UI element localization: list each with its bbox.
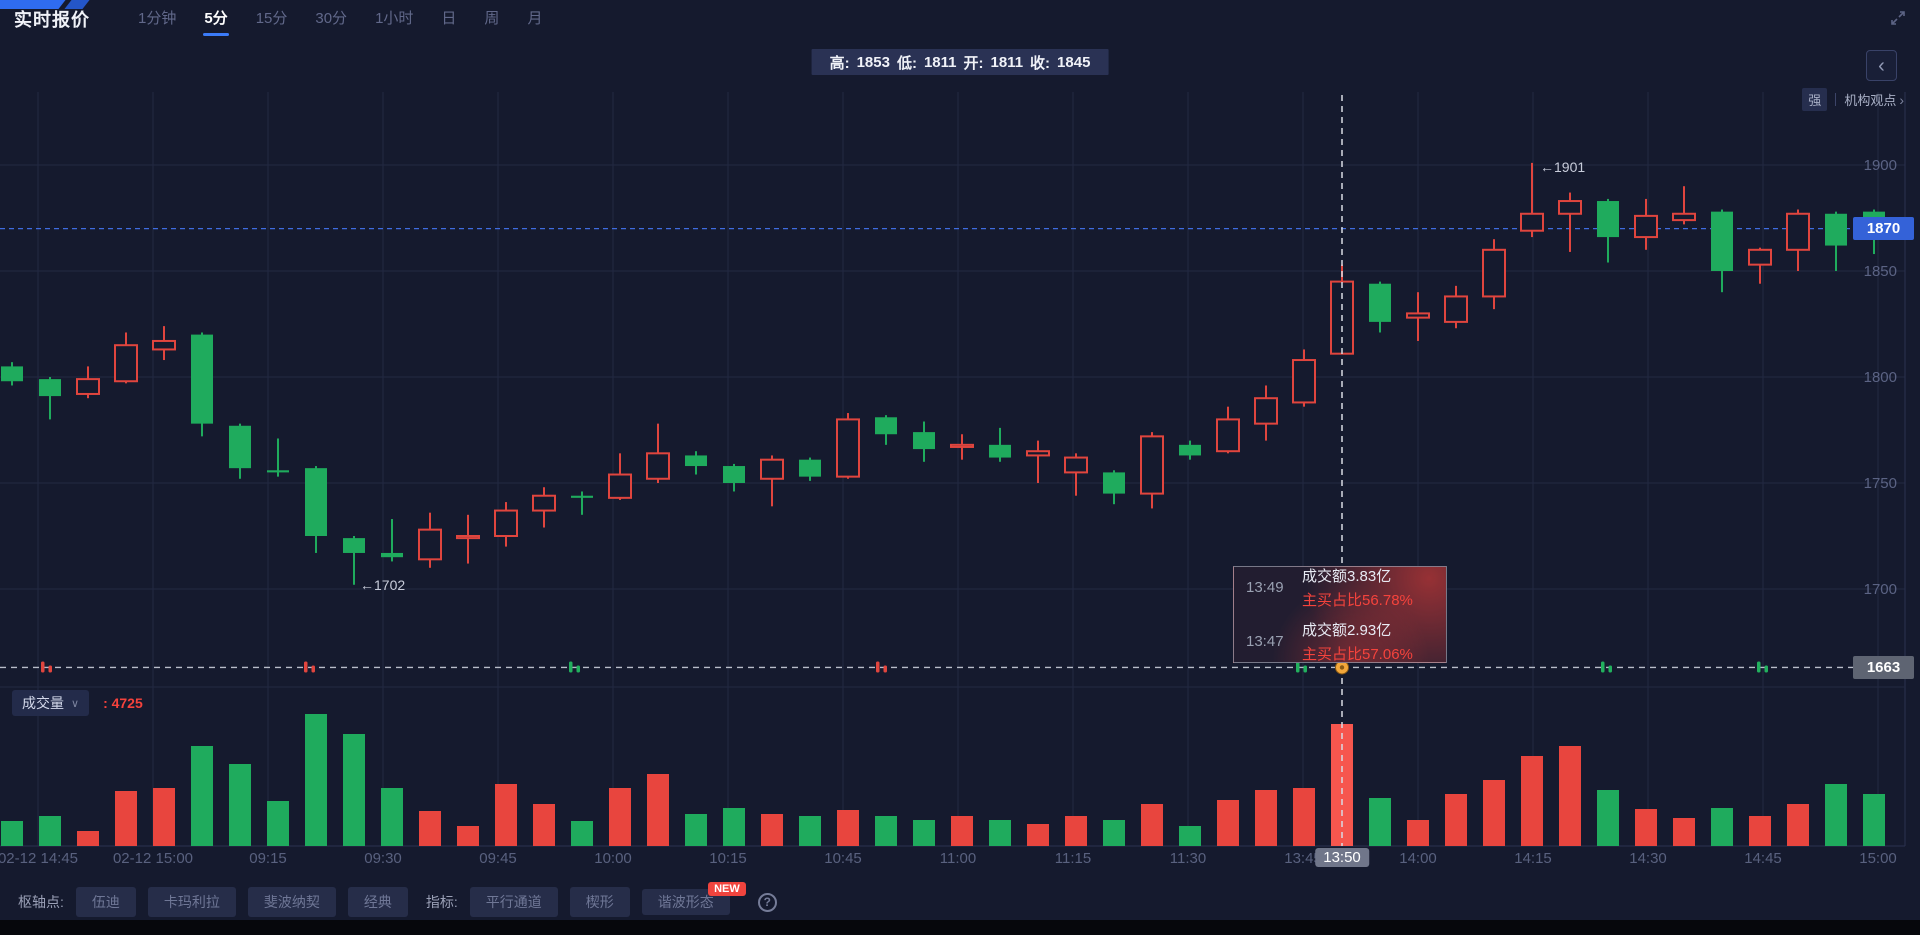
volume-label: 成交量 bbox=[22, 695, 64, 711]
bottom-toolbar: 枢轴点: 伍迪 卡玛利拉 斐波纳契 经典 指标: 平行通道 楔形 谐波形态 NE… bbox=[0, 882, 1920, 920]
page-title: 实时报价 bbox=[14, 10, 90, 30]
tooltip-amount: 成交额2.93亿 bbox=[1302, 622, 1392, 639]
time-tick: 09:30 bbox=[364, 850, 402, 867]
tooltip-ratio: 主买占比57.06% bbox=[1302, 646, 1413, 663]
collapse-panel-button[interactable]: ‹ bbox=[1866, 50, 1897, 81]
crosshair-time-badge: 13:50 bbox=[1315, 848, 1369, 867]
strength-badge: 强 bbox=[1802, 88, 1828, 111]
volume-indicator-dropdown[interactable]: 成交量 ∨ bbox=[12, 690, 90, 716]
time-tick: 10:45 bbox=[824, 850, 862, 867]
time-tick: 02-12 14:45 bbox=[0, 850, 79, 867]
svg-text:1900: 1900 bbox=[1864, 157, 1897, 174]
institution-view-link[interactable]: 机构观点 › bbox=[1844, 90, 1904, 109]
time-tick: 10:00 bbox=[594, 850, 632, 867]
time-tick: 14:15 bbox=[1514, 850, 1552, 867]
open-label: 开: bbox=[963, 54, 984, 72]
close-label: 收: bbox=[1030, 54, 1051, 72]
tab-30min[interactable]: 30分 bbox=[315, 10, 348, 27]
low-value: 1811 bbox=[923, 53, 957, 71]
time-tick: 14:45 bbox=[1744, 850, 1782, 867]
time-axis: 02-12 14:45 02-12 15:00 09:15 09:30 09:45 10:… bbox=[0, 848, 1920, 868]
tooltip-row: 13:47 成交额2.93亿 主买占比57.06% bbox=[1246, 619, 1434, 664]
svg-text:←1702: ←1702 bbox=[360, 577, 405, 593]
pivot-label: 枢轴点: bbox=[18, 894, 64, 910]
tooltip-row: 13:49 成交额3.83亿 主买占比56.78% bbox=[1246, 565, 1434, 610]
time-tick: 14:00 bbox=[1399, 850, 1437, 867]
expand-icon[interactable] bbox=[1890, 10, 1908, 28]
time-tick: 10:15 bbox=[709, 850, 747, 867]
time-tick: 09:45 bbox=[479, 850, 517, 867]
pivot-button-classic[interactable]: 经典 bbox=[347, 887, 408, 917]
interval-tabs: 1分钟 5分 15分 30分 1小时 日 周 月 bbox=[124, 0, 556, 38]
volume-header: 成交量 ∨ : 4725 bbox=[12, 690, 143, 716]
top-bar: 实时报价 1分钟 5分 15分 30分 1小时 日 周 月 bbox=[0, 0, 1920, 38]
tooltip-amount: 成交额3.83亿 bbox=[1302, 568, 1392, 585]
indicator-button-wedge[interactable]: 楔形 bbox=[569, 887, 630, 917]
time-tick: 11:00 bbox=[939, 850, 977, 867]
indicator-button-parallel-channel[interactable]: 平行通道 bbox=[469, 887, 558, 917]
chevron-right-icon: › bbox=[1899, 91, 1904, 108]
pivot-button-fibonacci[interactable]: 斐波纳契 bbox=[247, 887, 336, 917]
institution-label: 机构观点 bbox=[1844, 93, 1897, 108]
open-value: 1811 bbox=[990, 53, 1024, 71]
divider bbox=[1835, 93, 1837, 106]
pivot-button-camarilla[interactable]: 卡玛利拉 bbox=[147, 887, 236, 917]
tab-day[interactable]: 日 bbox=[441, 10, 457, 27]
corner-decoration bbox=[0, 0, 66, 9]
tab-1min[interactable]: 1分钟 bbox=[138, 10, 177, 27]
tooltip-time: 13:49 bbox=[1246, 579, 1284, 596]
svg-text:1750: 1750 bbox=[1864, 475, 1897, 492]
time-tick: 13:45 bbox=[1284, 850, 1322, 867]
time-tick: 11:15 bbox=[1054, 850, 1092, 867]
volume-value: : 4725 bbox=[103, 695, 143, 711]
chevron-left-icon: ‹ bbox=[1878, 54, 1885, 77]
current-price-badge: 1870 bbox=[1853, 217, 1914, 240]
svg-text:1800: 1800 bbox=[1864, 369, 1897, 386]
ohlc-info-bar: 高: 1853 低: 1811 开: 1811 收: 1845 bbox=[811, 49, 1109, 75]
svg-text:1850: 1850 bbox=[1864, 263, 1897, 280]
close-value: 1845 bbox=[1057, 53, 1091, 71]
bottom-strip bbox=[0, 920, 1920, 935]
crosshair-tooltip: 13:49 成交额3.83亿 主买占比56.78% 13:47 成交额2.93亿… bbox=[1233, 566, 1447, 663]
svg-text:←1901: ←1901 bbox=[1540, 159, 1585, 175]
high-value: 1853 bbox=[856, 53, 890, 71]
pivot-button-woodie[interactable]: 伍迪 bbox=[75, 887, 136, 917]
high-label: 高: bbox=[829, 54, 850, 72]
institution-row: 强 机构观点 › bbox=[1802, 88, 1904, 111]
tab-month[interactable]: 月 bbox=[527, 10, 543, 27]
tab-15min[interactable]: 15分 bbox=[255, 10, 288, 27]
time-tick: 09:15 bbox=[249, 850, 287, 867]
help-icon[interactable]: ? bbox=[757, 892, 777, 912]
svg-text:1700: 1700 bbox=[1864, 581, 1897, 598]
tab-1hour[interactable]: 1小时 bbox=[375, 10, 414, 27]
time-tick: 11:30 bbox=[1169, 850, 1207, 867]
new-badge: NEW bbox=[708, 882, 746, 896]
indicator-label: 指标: bbox=[425, 894, 458, 910]
base-price-badge: 1663 bbox=[1853, 656, 1914, 679]
tab-5min[interactable]: 5分 bbox=[190, 0, 241, 38]
tooltip-time: 13:47 bbox=[1246, 633, 1284, 650]
chevron-down-icon: ∨ bbox=[71, 697, 80, 710]
tooltip-ratio: 主买占比56.78% bbox=[1302, 592, 1413, 609]
time-tick: 14:30 bbox=[1629, 850, 1667, 867]
time-tick: 02-12 15:00 bbox=[112, 850, 194, 867]
tab-week[interactable]: 周 bbox=[484, 10, 500, 27]
low-label: 低: bbox=[896, 54, 917, 72]
time-tick: 15:00 bbox=[1859, 850, 1897, 867]
